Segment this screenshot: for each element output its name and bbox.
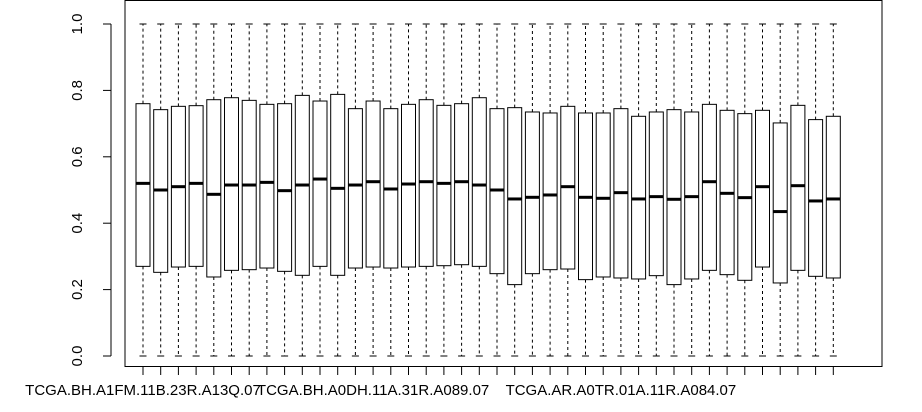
box: [436, 104, 452, 267]
y-tick-label: 1.0: [69, 14, 86, 35]
box: [755, 109, 770, 268]
x-tick-label: TCGA.BH.A0DH.11A.31R.A089.07: [257, 382, 489, 399]
box: [595, 112, 611, 278]
whiskers-layer: [139, 23, 837, 357]
y-tick-label: 0.4: [69, 213, 86, 234]
x-tick-label: TCGA.AR.A0TR.01A.11R.A084.07: [506, 382, 737, 399]
box: [666, 109, 682, 286]
box: [648, 111, 664, 277]
box: [507, 107, 523, 286]
box: [206, 99, 222, 278]
box: [330, 93, 346, 276]
plot-frame: [124, 0, 883, 367]
box: [401, 103, 416, 268]
box: [542, 112, 558, 271]
box: [808, 119, 824, 277]
y-tick-label: 0.0: [69, 346, 86, 367]
boxes-layer: [135, 93, 841, 286]
box: [259, 103, 275, 269]
box: [277, 103, 293, 272]
y-tick-label: 0.8: [69, 80, 86, 101]
box: [347, 108, 363, 269]
box: [825, 115, 841, 279]
x-tick-label: TCGA.BH.A1FM.11B.23R.A13Q.07: [25, 382, 261, 399]
y-tick-label: 0.6: [69, 146, 86, 167]
box: [790, 104, 806, 271]
box: [454, 103, 470, 266]
box: [365, 100, 381, 268]
box: [188, 105, 204, 267]
box: [772, 122, 788, 284]
box: [312, 100, 328, 267]
box: [471, 97, 487, 267]
y-axis: 0.0 0.2 0.4 0.6 0.8 1.0: [69, 14, 112, 367]
x-axis: TCGA.BH.A1FM.11B.23R.A13Q.07TCGA.BH.A0DH…: [25, 367, 834, 399]
box: [701, 103, 717, 271]
box: [524, 111, 540, 275]
y-tick-label: 0.2: [69, 279, 86, 300]
box: [135, 103, 151, 267]
